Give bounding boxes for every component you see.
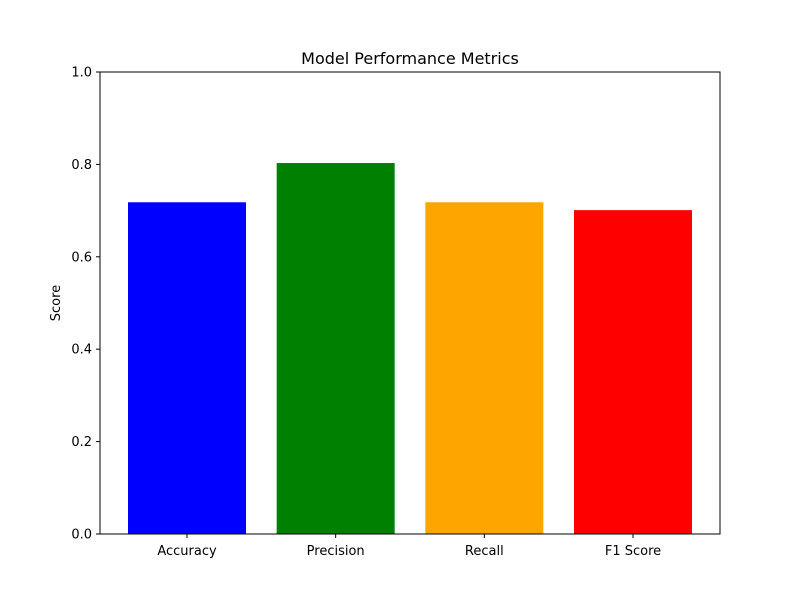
bar-accuracy (128, 202, 246, 534)
axes (99, 71, 721, 535)
bar-recall (425, 202, 544, 534)
y-tick-label: 1.0 (71, 66, 92, 81)
y-tick-label: 0.0 (71, 528, 92, 543)
x-tick-label: F1 Score (605, 544, 661, 559)
y-tick-label: 0.4 (71, 343, 92, 358)
bar-f1-score (574, 210, 692, 534)
plot-area-frame (99, 71, 721, 535)
x-tick-label: Precision (307, 544, 365, 559)
x-tick-label: Accuracy (157, 544, 217, 559)
y-axis-label: Score (49, 285, 64, 321)
y-tick-label: 0.8 (71, 158, 92, 173)
bars (128, 163, 692, 535)
y-tick-label: 0.6 (71, 250, 92, 265)
y-axis-ticks: 0.0 0.2 0.4 0.6 0.8 1.0 (71, 66, 100, 543)
bar-precision (276, 163, 395, 535)
chart-title: Model Performance Metrics (301, 49, 519, 68)
y-tick-label: 0.2 (71, 435, 92, 450)
x-axis-ticks: Accuracy Precision Recall F1 Score (157, 534, 661, 559)
x-tick-label: Recall (465, 544, 504, 559)
